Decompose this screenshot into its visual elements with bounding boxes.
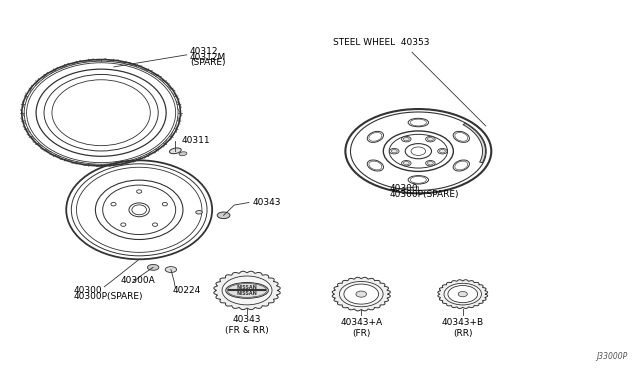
Text: 40343
(FR & RR): 40343 (FR & RR) <box>225 315 269 335</box>
Polygon shape <box>214 271 280 310</box>
Circle shape <box>401 137 411 142</box>
Ellipse shape <box>165 267 177 272</box>
Ellipse shape <box>453 160 469 171</box>
Text: 40312M: 40312M <box>190 52 226 61</box>
Circle shape <box>428 138 433 141</box>
Text: 40300A: 40300A <box>120 276 155 285</box>
Circle shape <box>458 292 467 297</box>
Circle shape <box>391 150 397 153</box>
Circle shape <box>426 160 435 166</box>
Ellipse shape <box>121 223 126 226</box>
Ellipse shape <box>226 282 268 298</box>
Circle shape <box>405 144 431 159</box>
Text: NISSAN: NISSAN <box>237 285 257 290</box>
Ellipse shape <box>408 118 429 127</box>
Text: 40312: 40312 <box>190 46 218 56</box>
Polygon shape <box>332 277 390 311</box>
Circle shape <box>222 276 272 305</box>
Circle shape <box>428 161 433 165</box>
Polygon shape <box>463 124 486 163</box>
Text: J33000P: J33000P <box>596 352 628 361</box>
Text: 40300: 40300 <box>74 286 102 295</box>
Text: 40300P(SPARE): 40300P(SPARE) <box>74 292 143 301</box>
Circle shape <box>403 161 409 165</box>
Ellipse shape <box>147 264 159 270</box>
Ellipse shape <box>217 212 230 219</box>
Text: 40300: 40300 <box>390 185 419 193</box>
Text: 40343+A
(FR): 40343+A (FR) <box>340 318 382 338</box>
Circle shape <box>448 286 477 303</box>
Circle shape <box>403 138 409 141</box>
Ellipse shape <box>111 202 116 206</box>
Ellipse shape <box>163 202 168 206</box>
Text: 40300P(SPARE): 40300P(SPARE) <box>390 190 460 199</box>
Text: 40343: 40343 <box>252 198 280 207</box>
Text: (SPARE): (SPARE) <box>190 58 225 67</box>
Text: 40311: 40311 <box>182 136 211 145</box>
Circle shape <box>344 284 378 304</box>
Ellipse shape <box>132 205 147 215</box>
Text: NISSAN: NISSAN <box>237 291 257 296</box>
Polygon shape <box>438 280 488 308</box>
Ellipse shape <box>453 131 469 142</box>
Ellipse shape <box>179 152 187 156</box>
Circle shape <box>339 282 383 307</box>
Ellipse shape <box>196 211 202 214</box>
Text: STEEL WHEEL  40353: STEEL WHEEL 40353 <box>333 38 429 47</box>
Circle shape <box>426 137 435 142</box>
Text: 40224: 40224 <box>172 286 200 295</box>
Circle shape <box>401 160 411 166</box>
Circle shape <box>444 283 481 305</box>
Circle shape <box>390 148 399 154</box>
Ellipse shape <box>367 131 383 142</box>
Circle shape <box>356 291 367 297</box>
Text: 40343+B
(RR): 40343+B (RR) <box>442 318 484 338</box>
Ellipse shape <box>170 148 181 154</box>
Circle shape <box>438 148 447 154</box>
Ellipse shape <box>152 223 157 226</box>
Ellipse shape <box>367 160 383 171</box>
Circle shape <box>440 150 445 153</box>
Ellipse shape <box>408 176 429 184</box>
Ellipse shape <box>136 190 141 193</box>
